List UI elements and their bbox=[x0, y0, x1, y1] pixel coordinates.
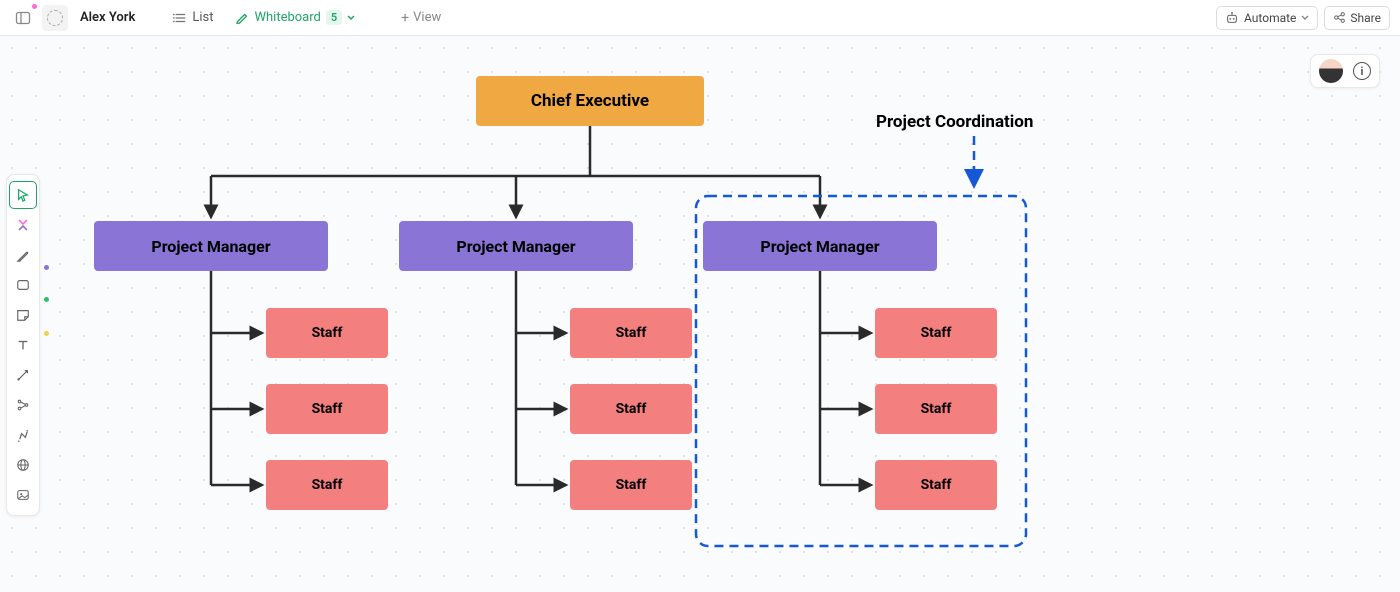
plus-icon: + bbox=[401, 10, 409, 26]
topbar: Alex York List Whiteboard 5 + View Autom… bbox=[0, 0, 1400, 36]
tool-image[interactable] bbox=[9, 481, 37, 509]
tool-connector[interactable] bbox=[9, 361, 37, 389]
tab-whiteboard-count: 5 bbox=[326, 10, 342, 25]
automate-button[interactable]: Automate bbox=[1216, 6, 1318, 30]
share-icon bbox=[1333, 11, 1346, 24]
tool-web[interactable] bbox=[9, 451, 37, 479]
tab-list-label: List bbox=[192, 10, 213, 25]
node-project-manager-1[interactable]: Project Manager bbox=[94, 221, 328, 271]
add-view-button[interactable]: + View bbox=[395, 6, 447, 30]
page-owner: Alex York bbox=[74, 10, 141, 25]
node-project-manager-2[interactable]: Project Manager bbox=[399, 221, 633, 271]
presence-panel: i bbox=[1310, 54, 1380, 88]
share-label: Share bbox=[1350, 11, 1381, 25]
node-staff-23[interactable]: Staff bbox=[570, 460, 692, 510]
node-staff-12[interactable]: Staff bbox=[266, 384, 388, 434]
node-staff-22[interactable]: Staff bbox=[570, 384, 692, 434]
user-avatar[interactable] bbox=[1319, 59, 1343, 83]
node-staff-21[interactable]: Staff bbox=[570, 308, 692, 358]
tab-whiteboard-label: Whiteboard bbox=[254, 10, 320, 25]
collapse-sidebar-icon[interactable] bbox=[10, 5, 36, 31]
tool-ai[interactable] bbox=[9, 421, 37, 449]
robot-icon bbox=[1225, 11, 1239, 25]
tool-color-dot-green bbox=[44, 297, 49, 302]
tab-whiteboard[interactable]: Whiteboard 5 bbox=[227, 6, 363, 29]
chevron-down-icon bbox=[347, 14, 355, 22]
tool-text[interactable] bbox=[9, 331, 37, 359]
chevron-down-icon bbox=[1301, 14, 1309, 22]
tool-shapes[interactable] bbox=[9, 211, 37, 239]
whiteboard-icon bbox=[235, 11, 249, 25]
tool-sticky-note[interactable] bbox=[9, 301, 37, 329]
node-staff-13[interactable]: Staff bbox=[266, 460, 388, 510]
whiteboard-canvas[interactable]: Chief Executive Project Manager Project … bbox=[0, 36, 1400, 592]
add-view-label: View bbox=[413, 10, 441, 25]
node-staff-31[interactable]: Staff bbox=[875, 308, 997, 358]
node-staff-11[interactable]: Staff bbox=[266, 308, 388, 358]
list-icon bbox=[173, 11, 187, 25]
node-project-manager-3[interactable]: Project Manager bbox=[703, 221, 937, 271]
node-staff-32[interactable]: Staff bbox=[875, 384, 997, 434]
status-circle-icon[interactable] bbox=[42, 5, 68, 31]
tool-pen[interactable] bbox=[9, 241, 37, 269]
tool-rectangle[interactable] bbox=[9, 271, 37, 299]
tool-relationships[interactable] bbox=[9, 391, 37, 419]
tool-cursor[interactable] bbox=[9, 181, 37, 209]
node-staff-33[interactable]: Staff bbox=[875, 460, 997, 510]
coordination-label[interactable]: Project Coordination bbox=[876, 112, 1033, 132]
share-button[interactable]: Share bbox=[1324, 6, 1390, 30]
whiteboard-toolbar bbox=[6, 174, 40, 516]
automate-label: Automate bbox=[1244, 11, 1296, 25]
tool-color-dot-purple bbox=[44, 265, 49, 270]
tool-color-dot-yellow bbox=[44, 331, 49, 336]
tab-list[interactable]: List bbox=[165, 6, 221, 29]
node-chief-executive[interactable]: Chief Executive bbox=[476, 76, 704, 126]
info-icon[interactable]: i bbox=[1353, 62, 1371, 80]
